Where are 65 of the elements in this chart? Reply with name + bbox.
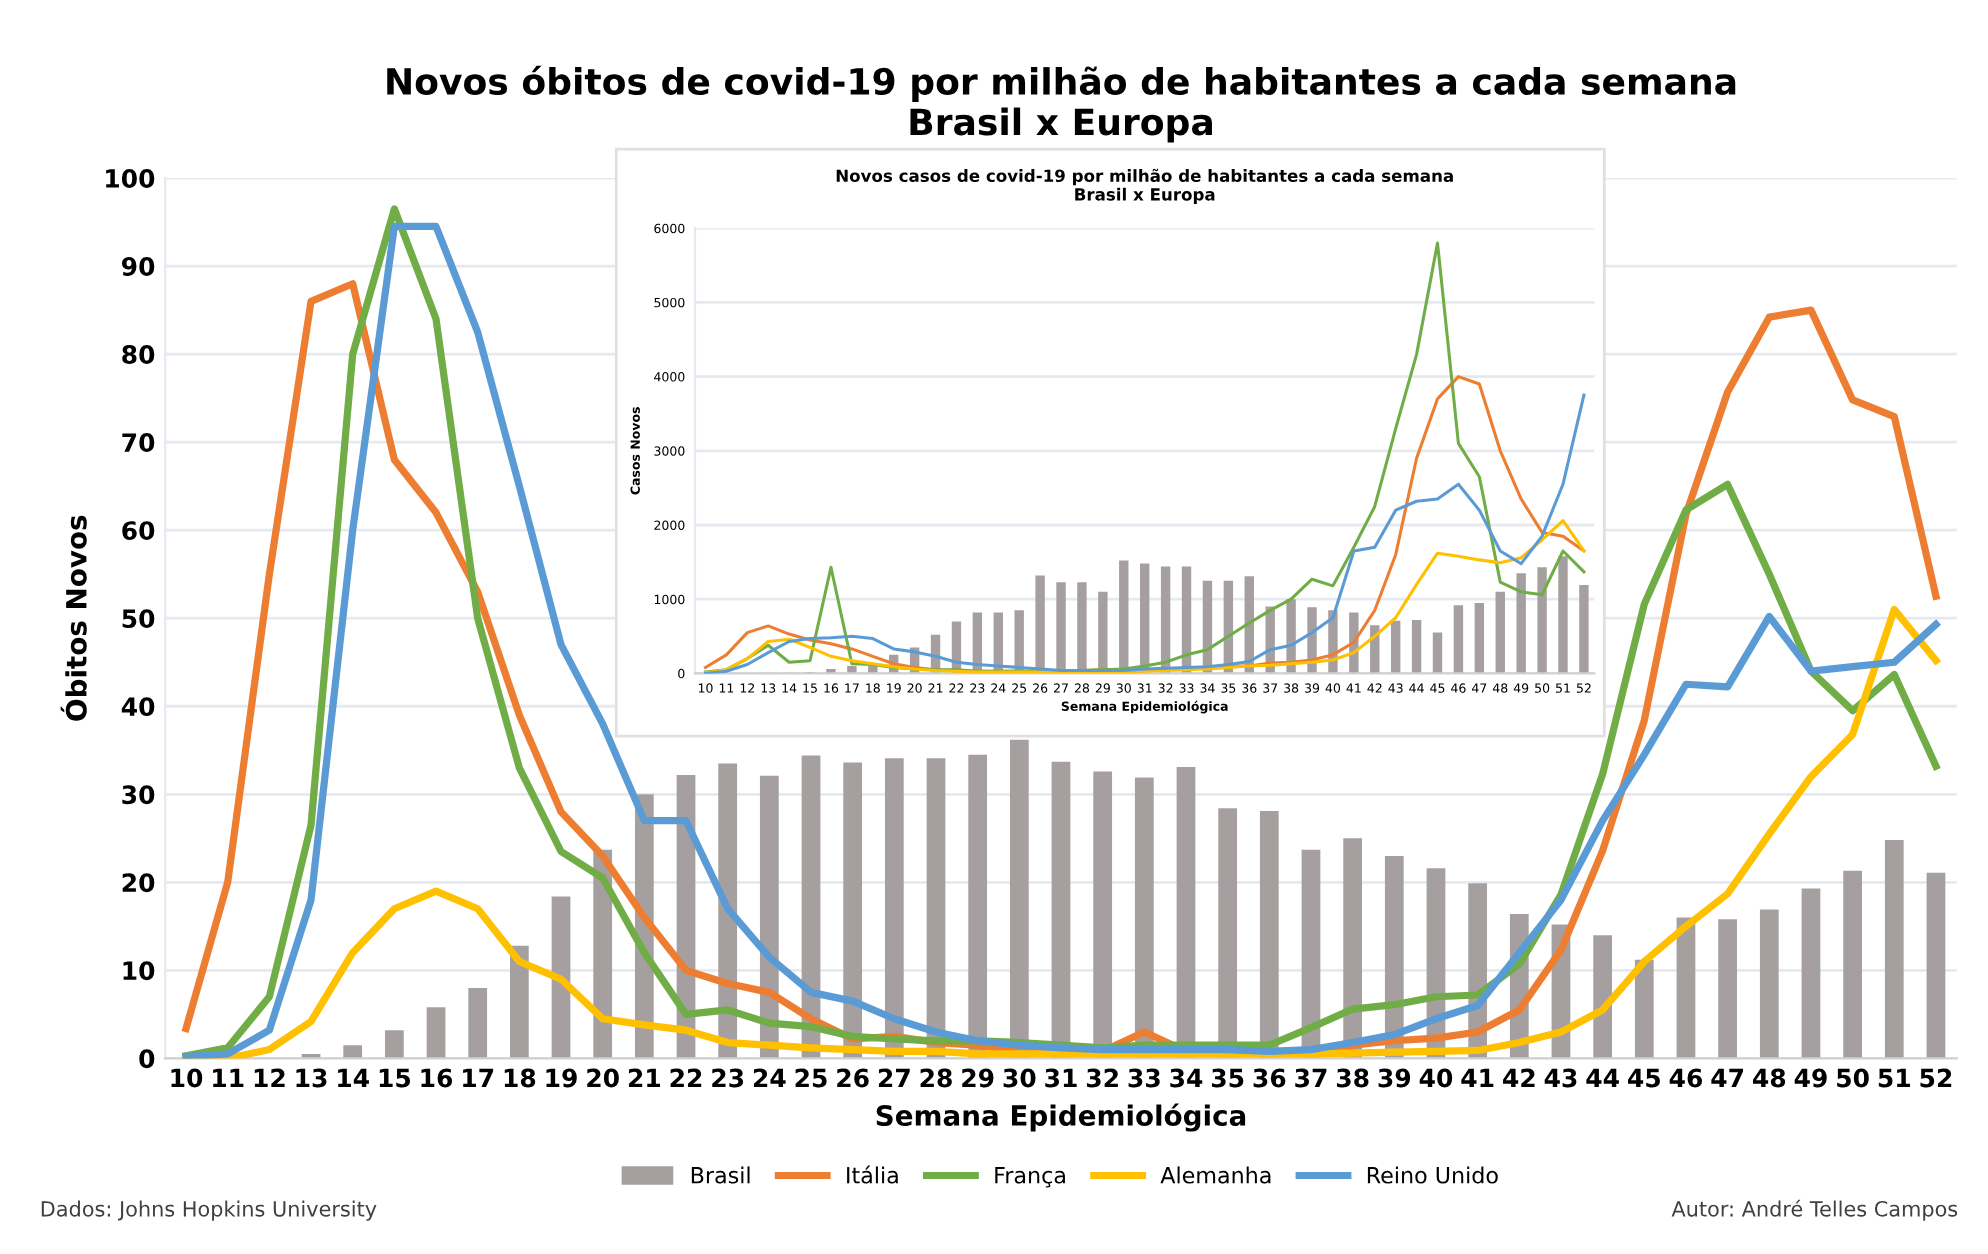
- x-tick-label: 25: [795, 1068, 827, 1088]
- y-tick-label: 20: [122, 873, 155, 893]
- y-axis-title: Óbitos Novos: [60, 515, 87, 721]
- x-tick-label: 31: [1045, 1068, 1077, 1088]
- x-axis-title: Semana Epidemiológica: [876, 1103, 1246, 1132]
- chart-title: Novos óbitos de covid-19 por milhão de habitantes a cada semana Brasil x Europa: [387, 65, 1736, 143]
- x-tick-label: 12: [254, 1068, 285, 1088]
- x-tick-label: 41: [1461, 1068, 1494, 1088]
- x-tick-label: 40: [1419, 1068, 1453, 1088]
- x-tick-label: 43: [1544, 1068, 1577, 1088]
- x-tick-label: 29: [962, 1068, 994, 1088]
- x-tick-label: 28: [920, 1068, 952, 1088]
- x-tick-label: 21: [628, 1068, 661, 1088]
- legend-label: França: [995, 1167, 1065, 1188]
- y-tick-label: 30: [122, 785, 155, 805]
- y-tick-label: 80: [122, 345, 155, 364]
- x-tick-label: 51: [1878, 1068, 1910, 1088]
- x-tick-label: 30: [1003, 1068, 1036, 1088]
- y-tick-label: 40: [121, 697, 155, 717]
- x-tick-label: 11: [213, 1068, 244, 1088]
- y-tick-label: 60: [122, 521, 155, 541]
- x-tick-label: 45: [1628, 1068, 1660, 1088]
- x-tick-label: 32: [1086, 1068, 1118, 1088]
- x-tick-label: 39: [1378, 1068, 1411, 1088]
- x-tick-label: 38: [1336, 1068, 1369, 1088]
- x-tick-label: 10: [171, 1068, 203, 1088]
- x-tick-label: 15: [379, 1068, 411, 1088]
- y-tick-label: 10: [123, 961, 155, 981]
- x-tick-label: 47: [1711, 1068, 1744, 1088]
- x-tick-label: 35: [1211, 1068, 1244, 1088]
- x-tick-label: 36: [1253, 1068, 1286, 1088]
- x-tick-label: 42: [1503, 1068, 1535, 1088]
- text: Autor: André Telles Campos: [1671, 1199, 1958, 1221]
- x-tick-label: 16: [421, 1068, 453, 1088]
- x-tick-label: 49: [1794, 1068, 1827, 1088]
- y-tick-label: 100: [106, 169, 155, 188]
- x-tick-label: 26: [837, 1068, 869, 1088]
- x-tick-label: 46: [1669, 1068, 1703, 1088]
- x-tick-label: 23: [712, 1068, 744, 1088]
- x-tick-label: 37: [1295, 1068, 1327, 1088]
- x-tick-label: 18: [504, 1068, 536, 1088]
- y-tick-label: 90: [121, 257, 155, 276]
- x-tick-label: 24: [753, 1068, 786, 1088]
- x-tick-label: 17: [463, 1068, 494, 1088]
- x-tick-label: 14: [338, 1068, 369, 1088]
- chart-title: Novos casos de covid-19 por milhão de habitantes a cada semana Brasil x Europa: [836, 168, 1453, 204]
- x-tick-label: 44: [1586, 1068, 1619, 1088]
- legend-label: Alemanha: [1160, 1166, 1271, 1184]
- x-tick-label: 48: [1753, 1068, 1786, 1088]
- x-tick-label: 22: [670, 1068, 702, 1088]
- x-tick-label: 19: [546, 1068, 577, 1088]
- y-tick-label: 70: [122, 433, 155, 453]
- x-tick-label: 34: [1170, 1068, 1203, 1088]
- legend-label: Brasil: [691, 1166, 750, 1184]
- x-tick-label: 33: [1128, 1068, 1160, 1088]
- y-tick-label: 0: [139, 1049, 155, 1069]
- legend-label: Itália: [847, 1165, 898, 1184]
- y-tick-label: 50: [122, 609, 155, 629]
- x-tick-label: 50: [1837, 1068, 1869, 1088]
- x-tick-label: 20: [587, 1068, 619, 1088]
- text: Dados: Johns Hopkins University: [41, 1200, 377, 1221]
- legend-label: Reino Unido: [1367, 1166, 1498, 1184]
- x-tick-label: 52: [1920, 1068, 1952, 1088]
- x-tick-label: 27: [878, 1068, 910, 1088]
- x-tick-label: 13: [296, 1068, 327, 1088]
